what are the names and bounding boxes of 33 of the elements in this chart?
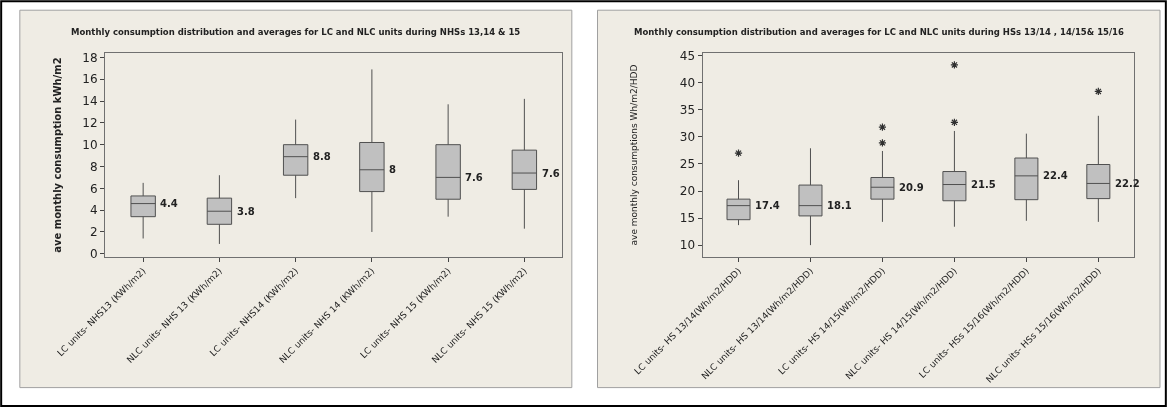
text: 21.5 [971, 179, 996, 190]
text: 17.4 [755, 200, 780, 211]
y-tick-label: 35 [679, 103, 696, 118]
y-tick-label: 10 [82, 137, 98, 152]
text: 8 [389, 164, 396, 175]
text: 7.6 [465, 172, 483, 183]
y-tick-label: 16 [82, 72, 98, 87]
y-tick-label: 25 [679, 157, 696, 172]
y-tick-label: 12 [82, 116, 98, 131]
text: 8.8 [313, 151, 331, 162]
y-tick-label: 8 [89, 159, 98, 174]
y-axis-title: ave monthly consumption kWh/m2 [52, 57, 64, 253]
y-tick-label: 14 [82, 94, 98, 109]
y-tick-label: 15 [679, 211, 696, 226]
y-tick-label: 40 [679, 76, 696, 90]
y-tick-label: 0 [89, 246, 98, 261]
text: 22.4 [1043, 170, 1068, 181]
chart-title: Monthly consumption distribution and averages for LC and NLC units during NHSs 13,14 & 15 [71, 27, 521, 37]
text: 18.1 [827, 200, 852, 211]
y-tick-label: 6 [89, 181, 98, 196]
y-tick-label: 45 [679, 48, 696, 63]
text: 20.9 [899, 182, 924, 193]
y-axis-title: ave monthly consumptions Wh/m2/HDD [629, 64, 640, 246]
chart-title: Monthly consumption distribution and averages for LC and NLC units during HSs 13/14 , 14/15& 15/16 [634, 27, 1124, 37]
text: 7.6 [542, 168, 560, 179]
text: 3.8 [237, 206, 255, 217]
y-tick-label: 10 [679, 238, 696, 253]
y-tick-label: 30 [679, 130, 696, 145]
y-tick-label: 20 [679, 184, 696, 199]
text: 4.4 [160, 198, 178, 209]
y-tick-label: 2 [89, 225, 98, 240]
y-tick-label: 18 [82, 50, 98, 65]
y-tick-label: 4 [89, 203, 98, 218]
